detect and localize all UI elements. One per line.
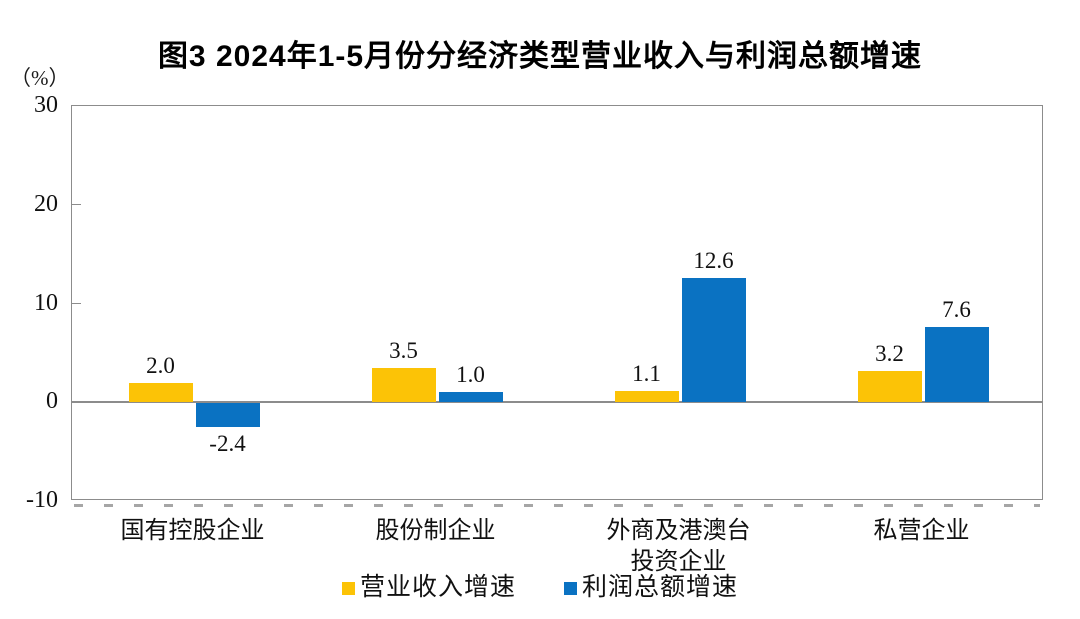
bar-value-label: 1.1 bbox=[632, 361, 661, 387]
bar-利润总额增速-3 bbox=[924, 327, 989, 403]
legend-swatch-icon bbox=[564, 581, 577, 595]
legend-label: 利润总额增速 bbox=[582, 574, 739, 601]
bar-营业收入增速-2 bbox=[614, 391, 679, 403]
bar-利润总额增速-1 bbox=[438, 392, 503, 403]
bar-value-label: -2.4 bbox=[209, 430, 246, 456]
x-category-label: 国有控股企业 bbox=[120, 518, 265, 544]
y-tick-label: 0 bbox=[46, 388, 58, 415]
y-tick-label: -10 bbox=[26, 487, 58, 513]
x-category-label: 外商及港澳台 投资企业 bbox=[606, 518, 751, 575]
bar-value-label: 12.6 bbox=[693, 247, 734, 273]
legend-item: 营业收入增速 bbox=[341, 574, 516, 601]
x-category-label: 股份制企业 bbox=[375, 518, 496, 544]
bar-营业收入增速-1 bbox=[371, 367, 436, 403]
y-tick-label: 30 bbox=[34, 92, 58, 118]
zero-baseline bbox=[72, 401, 1042, 403]
legend: 营业收入增速 利润总额增速 bbox=[0, 575, 1080, 601]
plot-area: 2.0 -2.4 3.5 1.0 1.1 12.6 3.2 7.6 bbox=[71, 105, 1043, 507]
x-axis-category-labels: 国有控股企业 股份制企业 外商及港澳台 投资企业 私营企业 bbox=[71, 516, 1043, 578]
x-category-label: 私营企业 bbox=[873, 518, 970, 544]
bar-value-label: 3.2 bbox=[875, 340, 904, 366]
legend-label: 营业收入增速 bbox=[359, 574, 516, 601]
y-tick-label: 10 bbox=[34, 289, 58, 316]
chart-title: 图3 2024年1-5月份分经济类型营业收入与利润总额增速 bbox=[157, 40, 923, 73]
y-axis-unit-label: （%） bbox=[10, 66, 70, 90]
bar-value-label: 7.6 bbox=[942, 297, 971, 323]
bar-value-label: 2.0 bbox=[146, 352, 175, 378]
bar-利润总额增速-0 bbox=[195, 403, 260, 427]
bar-value-label: 1.0 bbox=[456, 362, 485, 388]
bar-营业收入增速-3 bbox=[857, 370, 922, 403]
y-tick-mark bbox=[72, 203, 81, 206]
y-tick-mark bbox=[72, 302, 81, 304]
bar-利润总额增速-2 bbox=[681, 277, 746, 403]
bar-营业收入增速-0 bbox=[128, 382, 193, 403]
bar-value-label: 3.5 bbox=[389, 337, 418, 363]
legend-swatch-icon bbox=[341, 581, 355, 595]
y-tick-label: 20 bbox=[34, 190, 58, 217]
legend-item: 利润总额增速 bbox=[564, 575, 738, 601]
